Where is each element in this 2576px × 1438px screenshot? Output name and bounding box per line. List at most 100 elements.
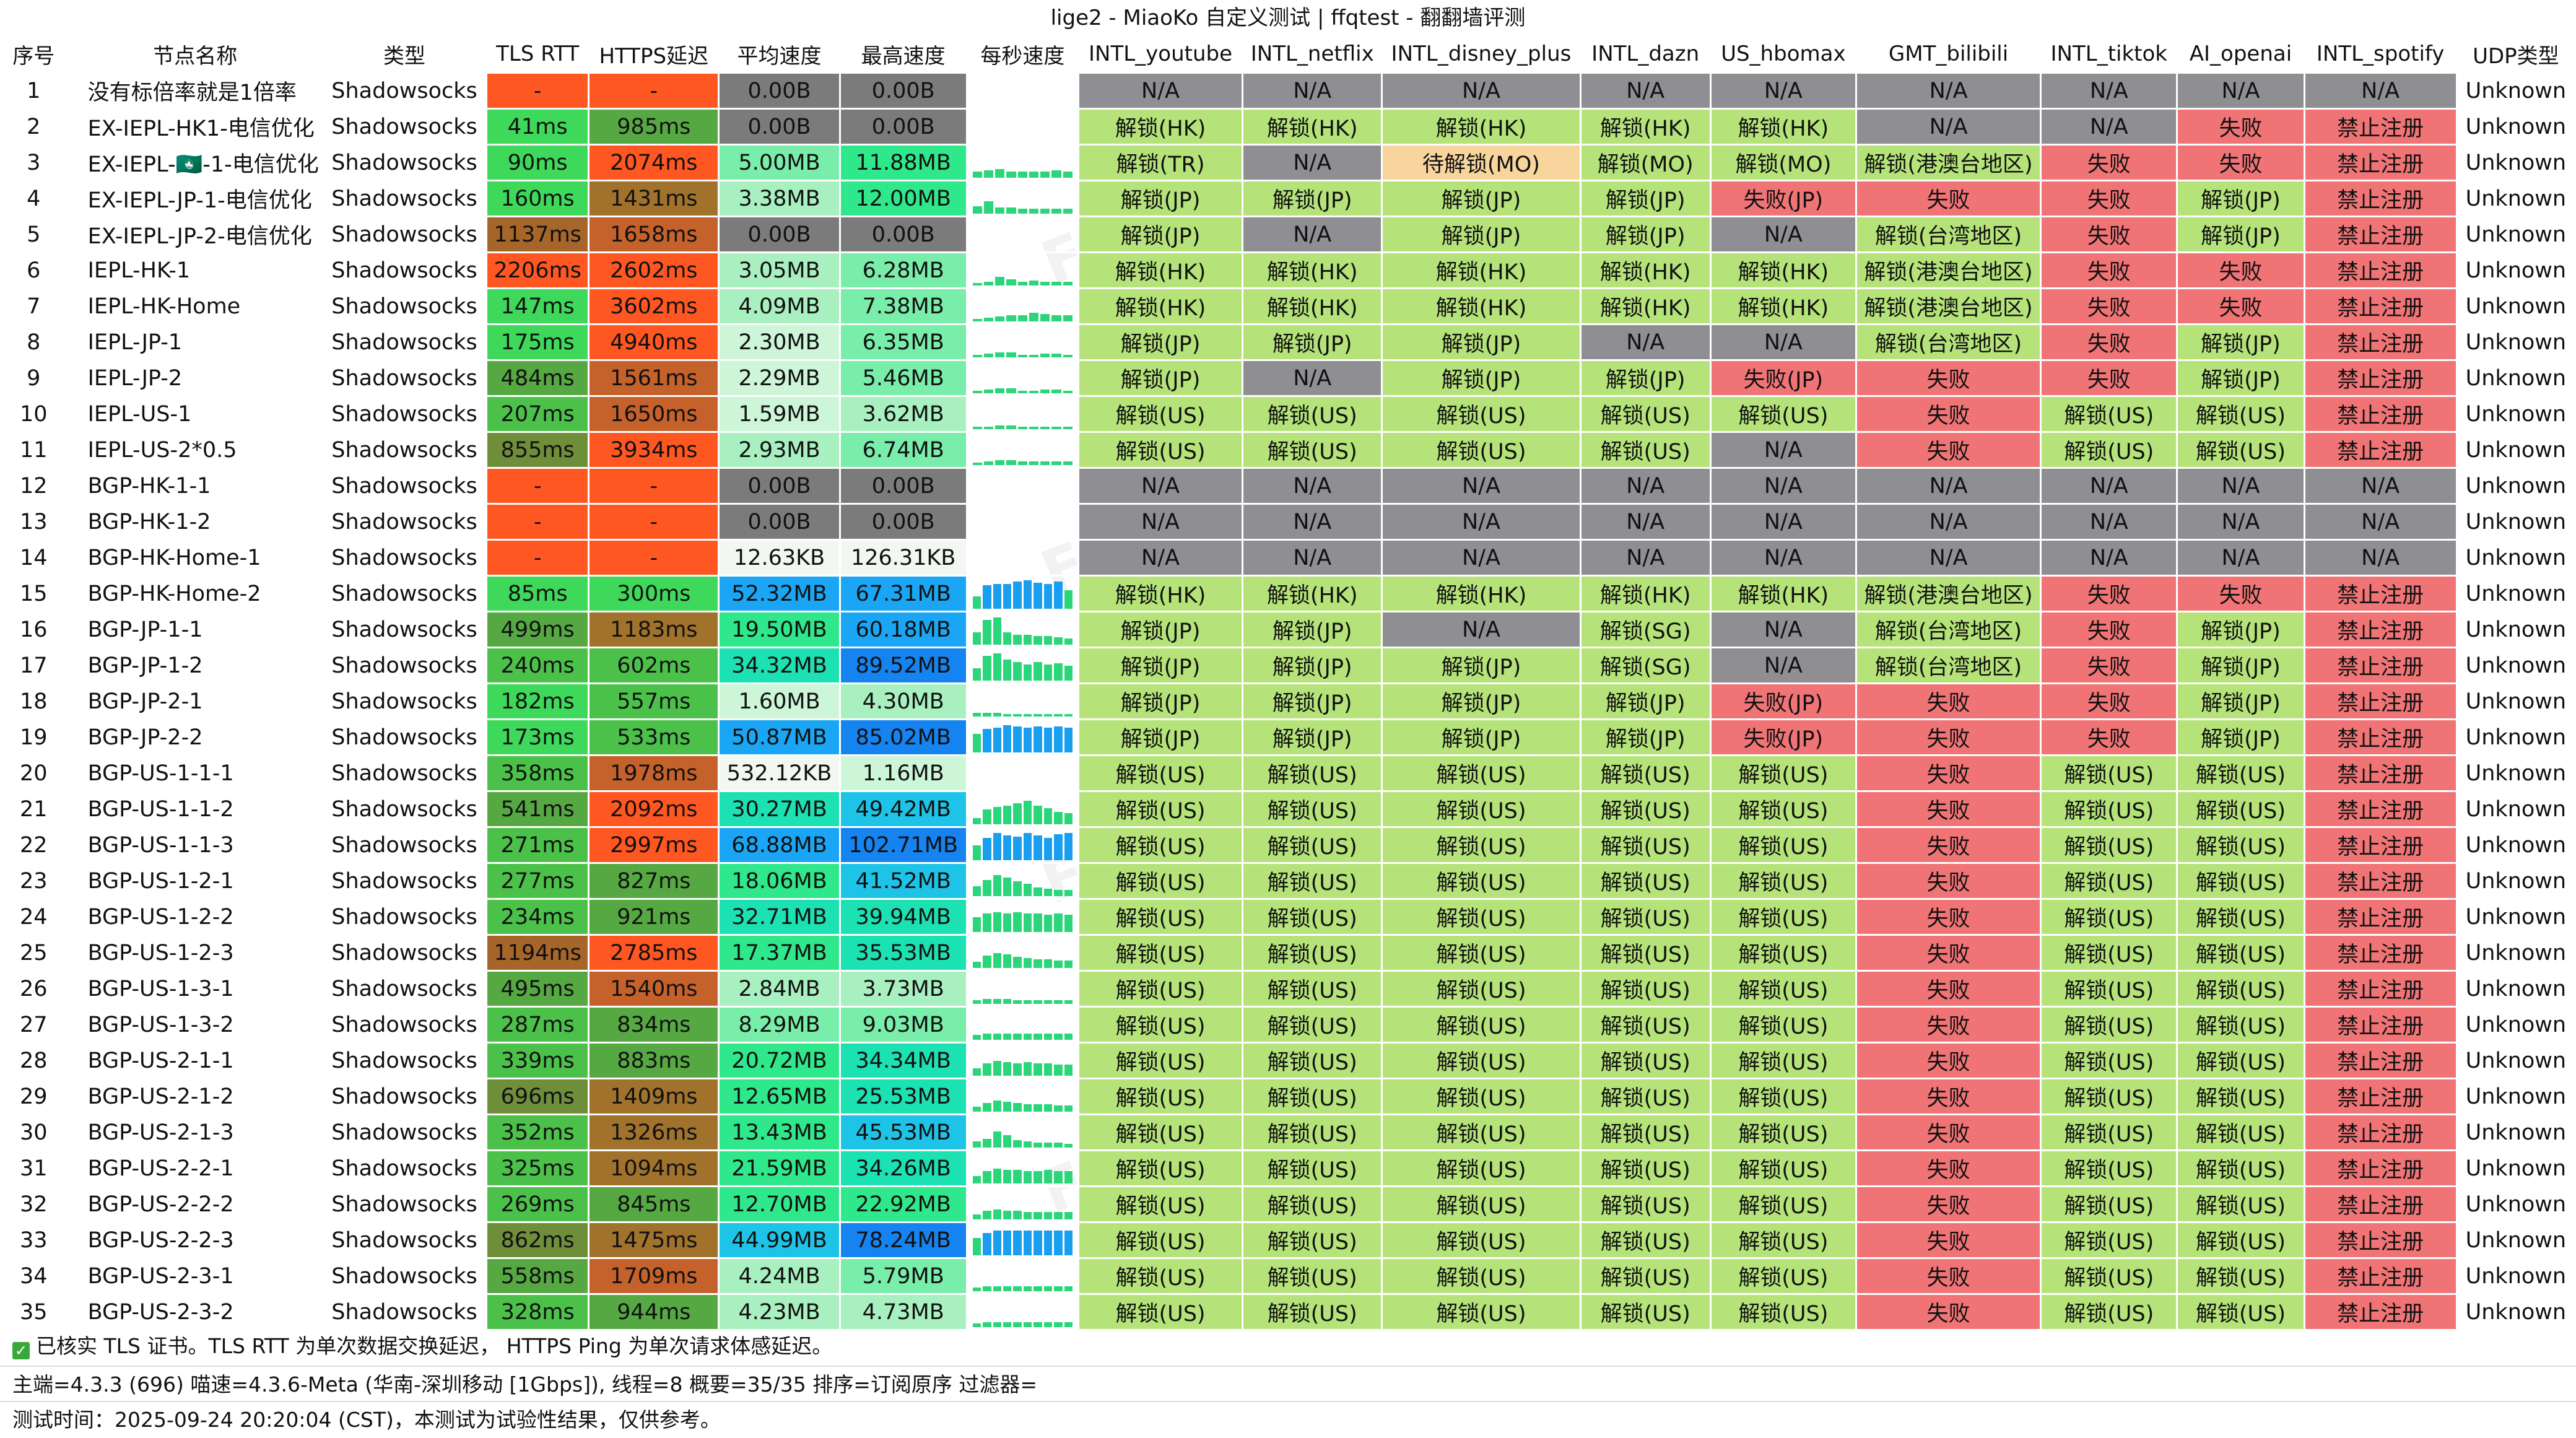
table-row[interactable]: 15 BGP-HK-Home-2 Shadowsocks 85ms 300ms 52.32… [0,575,2576,612]
openai-status-cell: 解锁(US) [2177,791,2305,828]
column-header[interactable]: INTL_tiktok [2040,36,2178,74]
column-header[interactable]: 每秒速度 [967,36,1079,74]
https-latency-cell: 1650ms [588,396,720,433]
speed-bar [1023,634,1032,645]
column-header[interactable]: TLS RTT [486,36,590,74]
table-row[interactable]: 2 EX-IEPL-HK1-电信优化 Shadowsocks 41ms 985ms 0.0… [0,108,2576,146]
tls-rtt-cell: 495ms [486,970,590,1008]
avg-speed-cell: 0.00B [718,72,841,110]
table-row[interactable]: 30 BGP-US-2-1-3 Shadowsocks 352ms 1326ms 13.4… [0,1114,2576,1151]
table-row[interactable]: 1 没有标倍率就是1倍率 Shadowsocks - -0.00B 0.00B N/A N/A… [0,72,2576,110]
hbomax-status-cell: N/A [1710,324,1857,361]
disney-plus-status-cell: 解锁(US) [1382,1006,1582,1044]
table-row[interactable]: 35 BGP-US-2-3-2 Shadowsocks 328ms 944ms 4.23M… [0,1294,2576,1331]
table-row[interactable]: 24 BGP-US-1-2-2 Shadowsocks 234ms 921ms 32.71… [0,899,2576,936]
tiktok-status-cell: 失败 [2040,360,2178,397]
speed-bar [1064,1000,1073,1004]
table-row[interactable]: 11 IEPL-US-2*0.5 Shadowsocks 855ms 3934ms 2.9… [0,432,2576,469]
column-header[interactable]: GMT_bilibili [1856,36,2042,74]
disney-plus-status-cell: N/A [1382,503,1582,541]
tls-note: ✓ 已核实 TLS 证书。TLS RTT 为单次数据交换延迟， HTTPS Pin… [0,1328,2576,1364]
https-latency-cell: 1540ms [588,970,720,1008]
column-header[interactable]: UDP类型 [2456,36,2576,74]
speed-bar [1003,805,1012,824]
table-row[interactable]: 3 EX-IEPL-🇲🇴-1-电信优化 Shadowsocks 90ms 2074ms 5… [0,144,2576,181]
column-header[interactable]: 最高速度 [840,36,968,74]
table-row[interactable]: 13 BGP-HK-1-2 Shadowsocks - -0.00B 0.00B N/A N/… [0,503,2576,541]
dazn-status-cell: 解锁(US) [1580,827,1712,864]
disney-plus-status-cell: 解锁(JP) [1382,324,1582,361]
table-row[interactable]: 16 BGP-JP-1-1 Shadowsocks 499ms 1183ms 19.50M… [0,611,2576,648]
speed-bar [1033,1230,1042,1255]
tls-rtt-cell: - [486,503,590,541]
row-index-cell: 17 [0,647,69,684]
speed-bar [972,1175,981,1183]
table-row[interactable]: 31 BGP-US-2-2-1 Shadowsocks 325ms 1094ms 21.5… [0,1150,2576,1187]
table-row[interactable]: 6 IEPL-HK-1 Shadowsocks 2206ms 2602ms 3.05MB 6… [0,252,2576,289]
table-row[interactable]: 28 BGP-US-2-1-1 Shadowsocks 339ms 883ms 20.72… [0,1042,2576,1079]
column-header[interactable]: HTTPS延迟 [588,36,720,74]
speed-sparkline [973,220,1073,250]
column-header[interactable]: 序号 [0,36,69,74]
speed-bar [1064,1286,1073,1291]
speed-bar [1013,912,1022,932]
column-header[interactable]: INTL_disney_plus [1382,36,1582,74]
table-row[interactable]: 19 BGP-JP-2-2 Shadowsocks 173ms 533ms 50.87MB… [0,719,2576,756]
speed-bar [1003,1033,1012,1040]
column-header[interactable]: INTL_youtube [1078,36,1244,74]
column-header[interactable]: US_hbomax [1710,36,1857,74]
table-row[interactable]: 20 BGP-US-1-1-1 Shadowsocks 358ms 1978ms 532.… [0,755,2576,792]
table-row[interactable]: 23 BGP-US-1-2-1 Shadowsocks 277ms 827ms 18.06… [0,863,2576,900]
column-header[interactable]: INTL_netflix [1242,36,1383,74]
column-header[interactable]: INTL_dazn [1580,36,1712,74]
speed-bar [1003,1101,1012,1112]
hbomax-status-cell: N/A [1710,468,1857,505]
avg-speed-cell: 5.00MB [718,144,841,181]
openai-status-cell: 失败 [2177,108,2305,146]
speed-bar [1017,354,1027,357]
table-row[interactable]: 7 IEPL-HK-Home Shadowsocks 147ms 3602ms 4.09M… [0,288,2576,325]
column-header[interactable]: 类型 [322,36,488,74]
table-row[interactable]: 25 BGP-US-1-2-3 Shadowsocks 1194ms 2785ms 17.… [0,935,2576,972]
bilibili-status-cell: 失败 [1856,935,2042,972]
table-row[interactable]: 14 BGP-HK-Home-1 Shadowsocks - -12.63KB 126.3… [0,539,2576,577]
tls-rtt-cell: 1194ms [486,935,590,972]
tiktok-status-cell: N/A [2040,108,2178,146]
column-header[interactable]: 平均速度 [718,36,841,74]
table-row[interactable]: 21 BGP-US-1-1-2 Shadowsocks 541ms 2092ms 30.2… [0,791,2576,828]
table-row[interactable]: 9 IEPL-JP-2 Shadowsocks 484ms 1561ms 2.29MB 5.… [0,360,2576,397]
table-row[interactable]: 5 EX-IEPL-JP-2-电信优化 Shadowsocks 1137ms 1658m… [0,216,2576,253]
speed-bar [972,282,982,285]
tls-rtt-cell: 325ms [486,1150,590,1187]
youtube-status-cell: 解锁(JP) [1078,647,1244,684]
column-header[interactable]: 节点名称 [68,36,323,74]
table-row[interactable]: 27 BGP-US-1-3-2 Shadowsocks 287ms 834ms 8.29M… [0,1006,2576,1044]
table-row[interactable]: 18 BGP-JP-2-1 Shadowsocks 182ms 557ms 1.60MB 4… [0,683,2576,720]
hbomax-status-cell: 解锁(US) [1710,1042,1857,1079]
bilibili-status-cell: 失败 [1856,755,2042,792]
table-row[interactable]: 33 BGP-US-2-2-3 Shadowsocks 862ms 1475ms 44.9… [0,1222,2576,1259]
table-row[interactable]: 8 IEPL-JP-1 Shadowsocks 175ms 4940ms 2.30MB 6.… [0,324,2576,361]
speed-sparkline-cell [967,144,1079,181]
https-latency-cell: 1183ms [588,611,720,648]
bilibili-status-cell: N/A [1856,468,2042,505]
netflix-status-cell: 解锁(JP) [1242,683,1383,720]
table-row[interactable]: 12 BGP-HK-1-1 Shadowsocks - -0.00B 0.00B N/A N/… [0,468,2576,505]
tls-rtt-cell: - [486,72,590,110]
table-row[interactable]: 26 BGP-US-1-3-1 Shadowsocks 495ms 1540ms 2.84… [0,970,2576,1008]
table-row[interactable]: 10 IEPL-US-1 Shadowsocks 207ms 1650ms 1.59MB 3… [0,396,2576,433]
table-row[interactable]: 29 BGP-US-2-1-2 Shadowsocks 696ms 1409ms 12.6… [0,1078,2576,1115]
table-row[interactable]: 34 BGP-US-2-3-1 Shadowsocks 558ms 1709ms 4.24… [0,1258,2576,1295]
spotify-status-cell: N/A [2304,503,2458,541]
table-row[interactable]: 4 EX-IEPL-JP-1-电信优化 Shadowsocks 160ms 1431ms… [0,180,2576,217]
tls-rtt-cell: 499ms [486,611,590,648]
column-header[interactable]: INTL_spotify [2304,36,2458,74]
row-index-cell: 20 [0,755,69,792]
speed-sparkline [972,795,1073,824]
table-row[interactable]: 17 BGP-JP-1-2 Shadowsocks 240ms 602ms 34.32MB… [0,647,2576,684]
netflix-status-cell: N/A [1242,216,1383,253]
table-row[interactable]: 22 BGP-US-1-1-3 Shadowsocks 271ms 2997ms 68.8… [0,827,2576,864]
node-name-cell: EX-IEPL-🇲🇴-1-电信优化 [68,144,323,181]
column-header[interactable]: AI_openai [2177,36,2305,74]
table-row[interactable]: 32 BGP-US-2-2-2 Shadowsocks 269ms 845ms 12.70… [0,1186,2576,1223]
